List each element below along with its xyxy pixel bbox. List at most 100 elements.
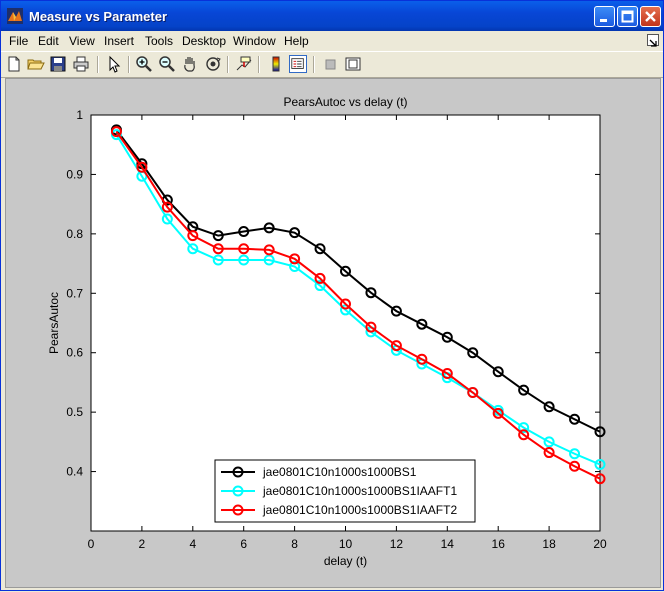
- data-point: [416, 353, 428, 365]
- legend-swatch-marker: [232, 485, 244, 497]
- minimize-button[interactable]: [594, 6, 615, 27]
- x-axis-label: delay (t): [324, 554, 367, 568]
- x-tick-label: 10: [339, 537, 353, 551]
- toolbar-separator: [227, 56, 229, 73]
- data-point: [390, 340, 402, 352]
- menu-edit[interactable]: Edit: [38, 34, 59, 48]
- save-icon[interactable]: [49, 55, 67, 73]
- data-point: [212, 230, 224, 242]
- y-tick-label: 0.6: [66, 346, 83, 360]
- data-point: [518, 422, 530, 434]
- colorbar-icon[interactable]: [267, 55, 285, 73]
- data-point: [289, 253, 301, 265]
- x-tick-label: 6: [240, 537, 247, 551]
- zoom-in-icon[interactable]: [135, 55, 153, 73]
- data-point: [263, 254, 275, 266]
- data-point: [340, 298, 351, 310]
- x-tick-label: 14: [441, 537, 455, 551]
- data-point: [467, 387, 479, 399]
- figure-canvas: 0 2 4 6 8 10 12 14 16 18 20 0.4 0.5 0.6 0.7 0.8 0.9 1 Pea…: [5, 78, 661, 588]
- y-tick-label: 0.9: [66, 167, 83, 181]
- zoom-out-icon[interactable]: [158, 55, 176, 73]
- legend-box: [214, 459, 476, 523]
- pointer-icon[interactable]: [105, 55, 123, 73]
- maximize-button[interactable]: [617, 6, 638, 27]
- series-3: [110, 126, 606, 485]
- window-title: Measure vs Parameter: [29, 9, 168, 24]
- chart-title: PearsAutoc vs delay (t): [283, 95, 407, 109]
- toolbar-separator: [313, 56, 315, 73]
- show-plot-tools-icon[interactable]: [344, 55, 362, 73]
- data-point: [518, 429, 530, 441]
- toolbar-separator: [128, 56, 130, 73]
- data-point: [467, 347, 479, 359]
- data-point: [569, 413, 581, 425]
- data-point: [238, 254, 250, 266]
- data-point: [263, 222, 275, 234]
- y-axis-label: PearsAutoc: [47, 292, 61, 354]
- data-point: [161, 213, 173, 225]
- data-point: [492, 407, 504, 419]
- pan-hand-icon[interactable]: [181, 55, 199, 73]
- legend-entry-label: jae0801C10n1000s1000BS1: [262, 465, 417, 479]
- data-point: [492, 366, 504, 378]
- print-icon[interactable]: [72, 55, 90, 73]
- data-point: [543, 401, 555, 413]
- rotate-3d-icon[interactable]: [204, 55, 222, 73]
- close-icon: [645, 11, 656, 22]
- data-point: [314, 243, 326, 255]
- data-point: [289, 227, 301, 239]
- data-point: [161, 201, 173, 213]
- data-point: [110, 126, 122, 138]
- y-tick-label: 0.5: [66, 405, 83, 419]
- data-point: [441, 331, 453, 343]
- matlab-logo-icon: [7, 8, 23, 24]
- data-point: [340, 304, 351, 316]
- data-point: [238, 243, 250, 255]
- close-button[interactable]: [640, 6, 661, 27]
- data-point: [187, 230, 199, 242]
- open-folder-icon[interactable]: [27, 55, 45, 73]
- data-point: [365, 321, 377, 333]
- new-file-icon[interactable]: [5, 55, 23, 73]
- legend-icon[interactable]: [289, 55, 307, 73]
- data-point: [314, 272, 326, 284]
- figure-toolbar: [1, 51, 663, 78]
- dock-arrow-icon: [649, 39, 657, 47]
- series-group: [110, 124, 606, 485]
- data-cursor-icon[interactable]: [235, 55, 253, 73]
- x-tick-label: 12: [390, 537, 404, 551]
- data-point: [136, 161, 148, 173]
- x-tick-label: 16: [492, 537, 506, 551]
- title-bar[interactable]: Measure vs Parameter: [1, 1, 663, 31]
- menu-view[interactable]: View: [69, 34, 95, 48]
- x-tick-label: 18: [542, 537, 556, 551]
- data-point: [543, 447, 555, 459]
- legend-entry-label: jae0801C10n1000s1000BS1IAAFT1: [262, 484, 457, 498]
- data-point: [594, 458, 606, 470]
- menu-bar: File Edit View Insert Tools Desktop Wind…: [1, 31, 663, 51]
- data-point: [594, 426, 606, 438]
- menu-help[interactable]: Help: [284, 34, 309, 48]
- hide-plot-tools-icon[interactable]: [321, 55, 339, 73]
- y-tick-label: 1: [76, 108, 83, 122]
- y-tick-label: 0.7: [66, 286, 83, 300]
- data-point: [340, 265, 351, 277]
- data-point: [212, 254, 224, 266]
- y-tick-label: 0.8: [66, 227, 83, 241]
- menu-desktop[interactable]: Desktop: [182, 34, 227, 48]
- x-tick-label: 4: [189, 537, 196, 551]
- menu-insert[interactable]: Insert: [104, 34, 135, 48]
- toolbar-separator: [97, 56, 99, 73]
- menu-tools[interactable]: Tools: [145, 34, 174, 48]
- dock-figure-button[interactable]: [647, 34, 659, 47]
- menu-window[interactable]: Window: [233, 34, 276, 48]
- legend-entry-label: jae0801C10n1000s1000BS1IAAFT2: [262, 503, 457, 517]
- data-point: [569, 448, 581, 460]
- legend[interactable]: jae0801C10n1000s1000BS1 jae0801C10n1000s1…: [214, 459, 476, 523]
- line-chart: 0 2 4 6 8 10 12 14 16 18 20 0.4 0.5 0.6 0.7 0.8 0.9 1 Pea…: [47, 95, 607, 568]
- data-point: [390, 305, 402, 317]
- x-tick-label: 2: [139, 537, 146, 551]
- menu-file[interactable]: File: [9, 34, 29, 48]
